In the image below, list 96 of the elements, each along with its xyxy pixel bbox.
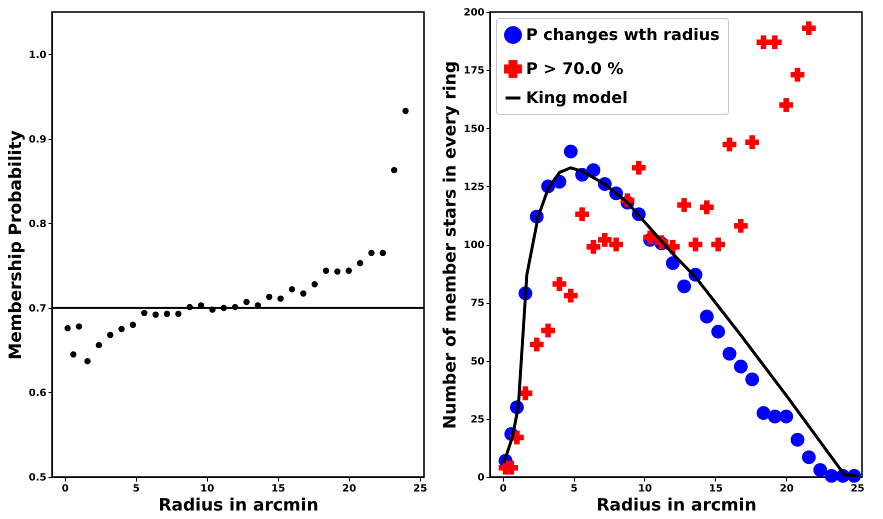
point xyxy=(380,250,386,256)
point xyxy=(711,238,726,252)
y-tick-label: 1.0 xyxy=(28,50,47,61)
point xyxy=(779,410,794,424)
point xyxy=(76,323,82,330)
y-tick-label: 175 xyxy=(464,66,485,77)
point xyxy=(564,144,578,158)
point xyxy=(609,238,624,252)
x-tick-label: 15 xyxy=(708,484,723,494)
point xyxy=(802,450,816,464)
point xyxy=(391,166,398,174)
x-axis-title: Radius in arcmin xyxy=(158,496,319,516)
point xyxy=(790,68,804,82)
point xyxy=(312,281,318,288)
point xyxy=(756,406,770,420)
point xyxy=(266,294,272,300)
legend-label: P > 70.0 % xyxy=(526,59,624,78)
point xyxy=(790,432,804,447)
x-tick-label: 0 xyxy=(62,484,69,494)
point xyxy=(722,346,736,361)
point xyxy=(711,324,726,339)
point xyxy=(575,207,590,222)
point xyxy=(734,219,748,233)
y-tick-label: 25 xyxy=(470,414,485,426)
x-tick-label: 20 xyxy=(342,484,356,494)
point xyxy=(118,326,125,332)
point xyxy=(632,160,646,175)
point xyxy=(356,260,364,266)
y-tick-label: 0.5 xyxy=(28,472,47,484)
point xyxy=(598,232,612,247)
point xyxy=(688,238,702,252)
x-tick-label: 15 xyxy=(271,484,286,494)
point xyxy=(586,240,600,254)
y-tick-label: 0.7 xyxy=(28,303,47,314)
y-tick-label: 0.6 xyxy=(28,388,47,399)
y-tick-label: 100 xyxy=(464,240,485,251)
point xyxy=(288,286,296,292)
point xyxy=(802,21,816,36)
point xyxy=(346,268,352,274)
y-tick-label: 50 xyxy=(470,356,485,368)
x-axis-title: Radius in arcmin xyxy=(596,496,757,516)
legend-label: P changes wth radius xyxy=(526,25,720,44)
y-tick-label: 0 xyxy=(478,472,485,484)
point xyxy=(84,358,91,364)
point xyxy=(64,325,71,332)
point xyxy=(243,298,250,306)
point xyxy=(824,468,838,483)
point xyxy=(334,268,341,275)
point xyxy=(300,290,306,297)
x-tick-label: 10 xyxy=(200,484,214,494)
x-tick-label: 0 xyxy=(500,484,507,494)
point xyxy=(813,463,828,477)
point xyxy=(745,372,760,386)
y-axis-title: Membership Probability xyxy=(6,130,26,360)
point xyxy=(677,198,692,212)
x-tick-label: 5 xyxy=(570,484,578,494)
y-tick-label: 75 xyxy=(470,298,485,310)
point xyxy=(277,295,284,302)
point xyxy=(322,268,330,274)
point xyxy=(70,351,76,358)
y-tick-label: 125 xyxy=(464,182,485,193)
legend-label: King model xyxy=(526,88,628,107)
x-tick-label: 20 xyxy=(780,484,794,494)
point xyxy=(175,310,182,317)
point xyxy=(586,163,600,177)
point xyxy=(130,322,136,328)
point xyxy=(552,277,566,291)
point xyxy=(666,256,680,270)
point xyxy=(96,342,102,348)
y-tick-label: 0.9 xyxy=(28,134,47,146)
point xyxy=(107,332,114,338)
point xyxy=(734,360,748,374)
point xyxy=(700,310,714,324)
point xyxy=(779,98,794,112)
point xyxy=(722,138,736,152)
point xyxy=(768,410,782,424)
point xyxy=(564,288,578,303)
point xyxy=(141,310,148,316)
point xyxy=(677,279,692,294)
point xyxy=(368,250,375,256)
x-tick-label: 25 xyxy=(850,484,865,494)
point xyxy=(164,310,170,317)
point xyxy=(700,200,714,214)
point xyxy=(152,312,159,318)
point xyxy=(518,386,532,400)
x-tick-label: 25 xyxy=(413,484,428,494)
x-tick-label: 5 xyxy=(132,484,140,494)
x-tick-label: 10 xyxy=(638,484,652,494)
y-tick-label: 150 xyxy=(464,124,485,135)
y-axis-title: Number of member stars in every ring xyxy=(440,61,461,429)
y-tick-label: 200 xyxy=(464,8,485,18)
point xyxy=(402,108,409,114)
point xyxy=(541,324,555,338)
y-tick-label: 0.8 xyxy=(28,218,47,230)
point xyxy=(530,338,544,352)
point xyxy=(745,135,760,150)
